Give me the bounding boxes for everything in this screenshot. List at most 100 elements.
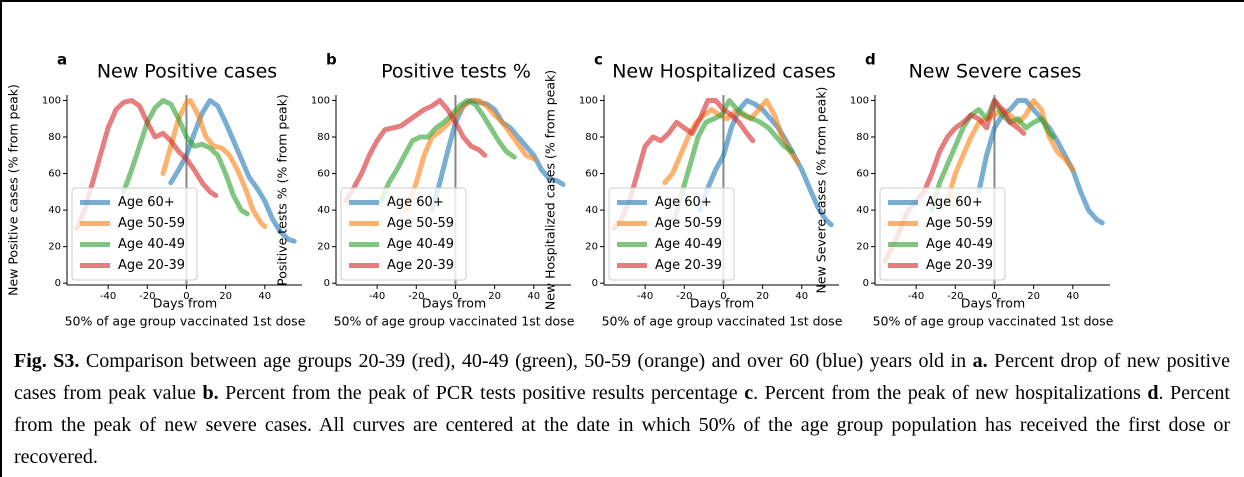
x-axis-label: Days from xyxy=(690,296,754,311)
legend-label: Age 60+ xyxy=(387,195,444,210)
figure: a New Positive cases New Positive cases (%… xyxy=(6,51,1114,329)
x-tick-label: 20 xyxy=(488,291,501,302)
legend: Age 60+ Age 50-59 Age 40-49 Age 20-39 xyxy=(340,187,467,281)
panel-letter: a xyxy=(57,51,67,69)
series-line xyxy=(697,98,834,228)
legend-label: Age 40-49 xyxy=(118,237,185,252)
x-axis-label: 50% of age group vaccinated 1st dose xyxy=(334,314,575,329)
x-tick-label: 0 xyxy=(720,291,726,302)
legend-label: Age 20-39 xyxy=(655,258,722,273)
caption-text: Percent from the peak of PCR tests posit… xyxy=(218,382,745,404)
x-tick-label: -40 xyxy=(637,291,653,302)
caption-text: Percent drop of new positive cases from … xyxy=(14,350,1230,404)
chart-title: New Severe cases xyxy=(909,61,1082,83)
panel-letter: c xyxy=(594,51,603,69)
x-tick-label: -40 xyxy=(100,291,116,302)
y-tick-label: 60 xyxy=(856,169,869,180)
panel-letter: d xyxy=(865,51,876,69)
y-tick-label: 0 xyxy=(324,278,330,289)
y-tick-label: 40 xyxy=(317,205,330,216)
y-tick-label: 60 xyxy=(317,169,330,180)
caption-bold: a. xyxy=(972,350,988,372)
x-axis-label: 50% of age group vaccinated 1st dose xyxy=(873,314,1114,329)
legend-label: Age 40-49 xyxy=(387,237,454,252)
y-tick-label: 0 xyxy=(592,278,598,289)
caption-text: Comparison between age groups 20-39 (red… xyxy=(79,350,973,372)
series-line xyxy=(343,98,488,204)
y-tick-label: 100 xyxy=(311,95,330,106)
y-tick-label: 100 xyxy=(850,95,869,106)
legend-box xyxy=(71,187,198,281)
caption-bold: Fig. S3. xyxy=(14,350,80,372)
y-axis-label: New Severe cases (% from peak) xyxy=(814,87,829,294)
x-tick-label: 40 xyxy=(795,291,808,302)
x-tick-label: 40 xyxy=(1066,291,1079,302)
x-axis-label: Days from xyxy=(422,296,486,311)
caption-bold: b. xyxy=(202,382,219,404)
series-line xyxy=(378,98,517,204)
y-tick-label: 100 xyxy=(579,95,598,106)
y-tick-label: 20 xyxy=(48,242,61,253)
x-tick-label: 20 xyxy=(219,291,232,302)
y-tick-label: 80 xyxy=(317,132,330,143)
legend-label: Age 40-49 xyxy=(655,237,722,252)
legend-box xyxy=(340,187,467,281)
legend-label: Age 50-59 xyxy=(926,216,993,231)
x-tick-label: 40 xyxy=(258,291,271,302)
y-tick-label: 20 xyxy=(317,242,330,253)
y-tick-label: 100 xyxy=(42,95,61,106)
caption-bold: c xyxy=(744,382,754,404)
x-tick-label: -20 xyxy=(139,291,155,302)
legend-label: Age 60+ xyxy=(655,195,712,210)
y-tick-label: 0 xyxy=(55,278,61,289)
caption-text: . Percent from the peak of new severe ca… xyxy=(14,382,1230,468)
y-tick-label: 60 xyxy=(48,169,61,180)
caption-bold: d xyxy=(1147,382,1159,404)
chart-title: New Hospitalized cases xyxy=(612,61,836,83)
chart-title: Positive tests % xyxy=(381,61,531,83)
legend-label: Age 50-59 xyxy=(655,216,722,231)
caption-text: . Percent from the peak of new hospitali… xyxy=(753,382,1148,404)
y-tick-label: 20 xyxy=(585,242,598,253)
x-tick-label: 0 xyxy=(452,291,458,302)
panel-letter: b xyxy=(326,51,337,69)
y-axis-label: Positive tests % (% from peak) xyxy=(275,94,290,286)
legend-label: Age 60+ xyxy=(926,195,983,210)
legend-label: Age 20-39 xyxy=(118,258,185,273)
x-tick-label: -20 xyxy=(408,291,424,302)
x-tick-label: 20 xyxy=(1027,291,1040,302)
y-tick-label: 40 xyxy=(856,205,869,216)
y-tick-label: 20 xyxy=(856,242,869,253)
y-axis-label: New Positive cases (% from peak) xyxy=(6,84,21,296)
legend-label: Age 50-59 xyxy=(387,216,454,231)
series-line xyxy=(160,98,268,229)
legend-label: Age 20-39 xyxy=(387,258,454,273)
y-tick-label: 80 xyxy=(585,132,598,143)
caption: Fig. S3. Comparison between age groups 2… xyxy=(14,345,1230,473)
x-axis-label: 50% of age group vaccinated 1st dose xyxy=(602,314,843,329)
legend-box xyxy=(608,187,735,281)
x-tick-label: -40 xyxy=(908,291,924,302)
legend: Age 60+ Age 50-59 Age 40-49 Age 20-39 xyxy=(71,187,198,281)
y-tick-label: 60 xyxy=(585,169,598,180)
series-line xyxy=(945,98,1076,204)
legend-label: Age 40-49 xyxy=(926,237,993,252)
y-tick-label: 80 xyxy=(856,132,869,143)
series-line xyxy=(121,98,250,217)
series-line xyxy=(672,98,795,222)
legend-label: Age 60+ xyxy=(118,195,175,210)
series-line xyxy=(611,98,756,231)
y-tick-label: 40 xyxy=(585,205,598,216)
y-tick-label: 80 xyxy=(48,132,61,143)
legend: Age 60+ Age 50-59 Age 40-49 Age 20-39 xyxy=(879,187,1006,281)
legend-label: Age 20-39 xyxy=(926,258,993,273)
x-tick-label: -20 xyxy=(947,291,963,302)
x-axis-label: 50% of age group vaccinated 1st dose xyxy=(65,314,306,329)
y-tick-label: 0 xyxy=(863,278,869,289)
x-tick-label: -20 xyxy=(676,291,692,302)
series-line xyxy=(74,98,219,231)
x-tick-label: 40 xyxy=(527,291,540,302)
chart-title: New Positive cases xyxy=(97,61,277,83)
legend-label: Age 50-59 xyxy=(118,216,185,231)
legend: Age 60+ Age 50-59 Age 40-49 Age 20-39 xyxy=(608,187,735,281)
